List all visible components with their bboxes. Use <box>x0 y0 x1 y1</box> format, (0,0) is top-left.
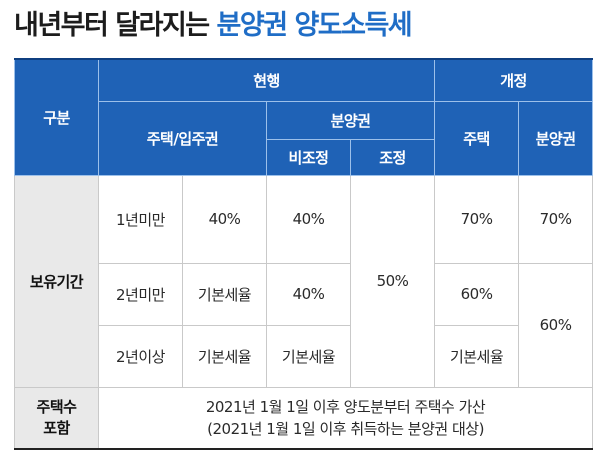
cell-house-right: 기본세율 <box>182 324 267 388</box>
cell-revised-presale: 70% <box>518 174 594 264</box>
row-header-holding-period: 보유기간 <box>14 174 99 388</box>
cell-period: 2년미만 <box>98 262 183 326</box>
page-title: 내년부터 달라지는 분양권 양도소득세 <box>14 4 413 48</box>
cell-revised-presale-merged: 60% <box>518 262 594 388</box>
cell-non-adjusted: 기본세율 <box>266 324 351 388</box>
table-row: 2년이상 기본세율 기본세율 기본세율 <box>15 324 593 388</box>
cell-non-adjusted: 40% <box>266 174 351 264</box>
cell-house-right: 기본세율 <box>182 262 267 326</box>
cell-period: 2년이상 <box>98 324 183 388</box>
footer-row: 주택수 포함 2021년 1월 1일 이후 양도분부터 주택수 가산 (2021… <box>14 386 594 450</box>
cell-revised-house: 기본세율 <box>434 324 520 388</box>
footer-label-line-2: 포함 <box>43 418 70 437</box>
header-row-2: 주택/입주권 분양권 주택 분양권 <box>15 100 594 176</box>
header-row-1: 구분 현행 개정 <box>14 58 594 176</box>
cell-non-adjusted: 40% <box>266 262 351 326</box>
header-revised-house: 주택 <box>434 100 520 176</box>
footer-label-line-1: 주택수 <box>36 397 77 416</box>
footer-note: 2021년 1월 1일 이후 양도분부터 주택수 가산 (2021년 1월 1일… <box>97 386 594 450</box>
title-main: 내년부터 달라지는 <box>14 10 210 41</box>
header-category: 구분 <box>14 58 99 176</box>
header-non-adjusted: 비조정 <box>266 138 351 176</box>
header-current: 현행 <box>97 58 436 102</box>
header-house-right: 주택/입주권 <box>98 100 267 176</box>
footer-note-line-2: (2021년 1월 1일 이후 취득하는 분양권 대상) <box>207 419 484 438</box>
table-row: 2년미만 기본세율 40% 60% 60% <box>15 262 594 388</box>
cell-adjusted-merged: 50% <box>349 174 436 388</box>
title-highlight: 분양권 양도소득세 <box>216 10 413 41</box>
cell-period: 1년미만 <box>98 174 183 264</box>
cell-revised-house: 70% <box>434 174 520 264</box>
header-revised-presale: 분양권 <box>518 100 594 176</box>
cell-revised-house: 60% <box>434 262 520 326</box>
header-row-3: 비조정 조정 <box>15 138 593 176</box>
footer-note-line-1: 2021년 1월 1일 이후 양도분부터 주택수 가산 <box>205 397 486 416</box>
header-revised: 개정 <box>434 58 594 102</box>
row-header-house-count: 주택수 포함 <box>14 386 99 450</box>
cell-house-right: 40% <box>182 174 267 264</box>
table-row: 보유기간 1년미만 40% 40% 50% 70% 70% <box>14 174 594 388</box>
header-adjusted: 조정 <box>349 138 436 176</box>
tax-comparison-table: 구분 현행 개정 주택/입주권 분양권 주택 분양권 비조정 조정 보유기간 1… <box>14 58 594 450</box>
header-presale: 분양권 <box>265 100 436 140</box>
